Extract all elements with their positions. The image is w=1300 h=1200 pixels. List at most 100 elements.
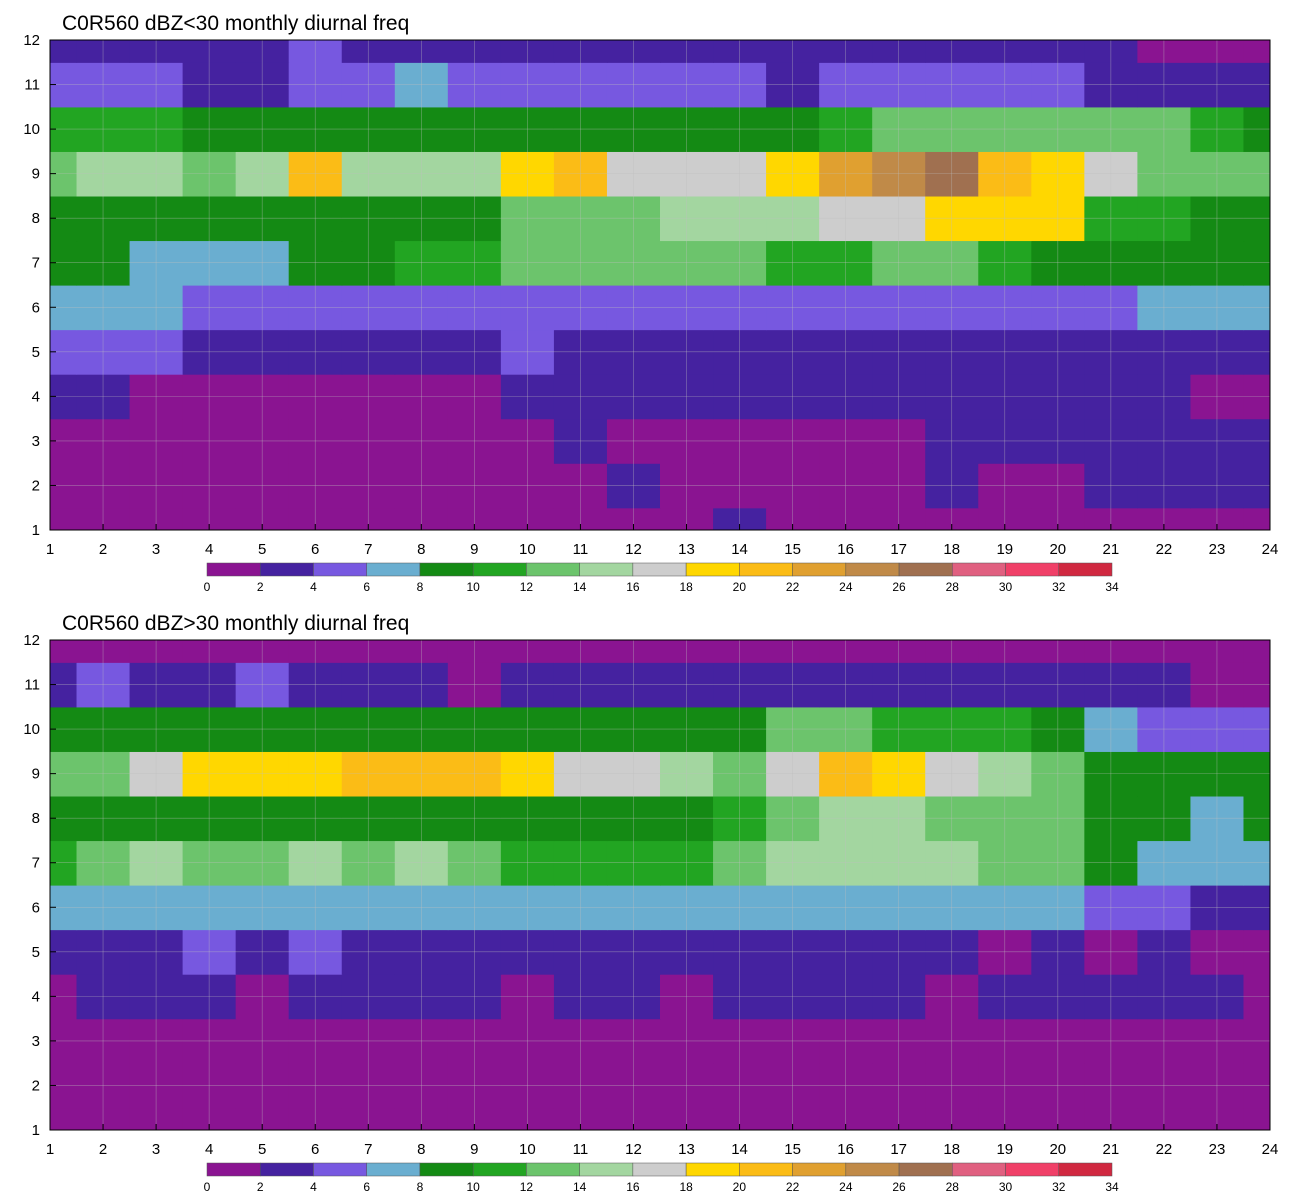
colorbar-swatch (259, 1162, 314, 1177)
heatmap-cell (1137, 240, 1192, 286)
colorbar-label: 20 (733, 580, 747, 594)
colorbar-label: 8 (417, 1180, 424, 1194)
colorbar-label: 28 (946, 1180, 960, 1194)
colorbar-swatch (526, 1162, 580, 1177)
x-tick-label: 4 (205, 1141, 213, 1158)
heatmap-cell (341, 40, 396, 63)
y-tick-label: 3 (32, 433, 40, 450)
x-tick-label: 6 (311, 541, 319, 558)
heatmap-cell (1137, 1107, 1192, 1130)
x-tick-label: 19 (996, 541, 1013, 558)
x-tick-label: 3 (152, 541, 160, 558)
y-tick-label: 12 (23, 632, 40, 649)
heatmap-cell (1190, 240, 1245, 286)
heatmap-cell (288, 507, 343, 530)
y-tick-label: 5 (32, 344, 40, 361)
heatmap-cell (925, 40, 979, 63)
x-tick-label: 14 (731, 541, 748, 558)
x-tick-label: 22 (1156, 1141, 1173, 1158)
heatmap-svg: 1 2 3 4 5 6 7 8 9 10 11 12 13 14 15 16 17 18 19 20 21 22 23 241… (23, 632, 1278, 1194)
heatmap-cell (1190, 885, 1245, 931)
colorbar-swatch (685, 1162, 740, 1177)
colorbar-swatch (792, 562, 847, 577)
x-tick-label: 22 (1156, 541, 1173, 558)
colorbar-label: 14 (573, 1180, 587, 1194)
colorbar-swatch (952, 562, 1006, 577)
x-tick-label: 16 (837, 541, 854, 558)
colorbar-label: 24 (839, 580, 853, 594)
heatmap-cell (1243, 62, 1270, 108)
y-tick-label: 6 (32, 899, 40, 916)
heatmap-cell (341, 751, 396, 797)
colorbar-swatch (366, 1162, 421, 1177)
x-tick-label: 21 (1103, 1141, 1120, 1158)
colorbar-label: 32 (1052, 1180, 1066, 1194)
colorbar-swatch (1058, 562, 1113, 577)
heatmap-cell (1190, 62, 1245, 108)
heatmap-cell (660, 640, 714, 663)
colorbar-label: 12 (520, 580, 534, 594)
y-tick-label: 7 (32, 855, 40, 872)
colorbar-swatch (632, 1162, 687, 1177)
x-tick-label: 11 (573, 1141, 589, 1158)
colorbar-label: 4 (310, 580, 317, 594)
heatmap-cell (1190, 507, 1245, 530)
chart-title: C0R560 dBZ<30 monthly diurnal freq (62, 12, 410, 35)
y-tick-label: 4 (32, 388, 40, 405)
x-tick-label: 5 (258, 1141, 266, 1158)
heatmap-cell (660, 507, 714, 530)
x-tick-label: 2 (99, 541, 107, 558)
heatmap-cell (50, 1107, 78, 1130)
heatmap-cell (341, 1063, 396, 1109)
colorbar-label: 16 (626, 580, 640, 594)
y-tick-label: 1 (32, 522, 40, 539)
colorbar-swatch (1058, 1162, 1113, 1177)
heatmap-cell (606, 62, 661, 108)
x-tick-label: 15 (784, 541, 801, 558)
x-tick-label: 13 (678, 1141, 695, 1158)
colorbar-swatch (1005, 562, 1060, 577)
y-tick-label: 10 (23, 121, 40, 138)
x-tick-label: 14 (731, 1141, 748, 1158)
colorbar-swatch (472, 1162, 527, 1177)
colorbar-label: 14 (573, 580, 587, 594)
x-tick-label: 17 (890, 1141, 907, 1158)
y-tick-label: 7 (32, 255, 40, 272)
heatmap-cell (394, 1063, 449, 1109)
heatmap-cell (1243, 1107, 1270, 1130)
colorbar-swatch (472, 562, 527, 577)
colorbar-label: 6 (363, 1180, 370, 1194)
x-tick-label: 16 (837, 1141, 854, 1158)
heatmap-cell (288, 640, 343, 663)
colorbar-label: 0 (204, 1180, 211, 1194)
x-tick-label: 17 (890, 541, 907, 558)
y-tick-label: 3 (32, 1033, 40, 1050)
heatmap-cell (394, 640, 449, 663)
x-tick-label: 18 (943, 1141, 960, 1158)
colorbar-label: 18 (679, 1180, 693, 1194)
colorbar-swatch (579, 562, 634, 577)
x-tick-label: 10 (519, 1141, 536, 1158)
heatmap-cell (925, 1063, 979, 1109)
plot-frame (49, 639, 1271, 1131)
y-tick-label: 2 (32, 1077, 40, 1094)
x-tick-label: 12 (625, 1141, 642, 1158)
heatmap-cell (606, 1107, 661, 1130)
heatmap-cell (341, 640, 396, 663)
heatmap-cell (394, 662, 449, 708)
y-tick-label: 11 (24, 677, 40, 694)
colorbar-label: 12 (520, 1180, 534, 1194)
x-tick-label: 24 (1262, 541, 1279, 558)
heatmap-cell (341, 62, 396, 108)
y-tick-label: 11 (24, 77, 40, 94)
colorbar-label: 32 (1052, 580, 1066, 594)
x-tick-label: 10 (519, 541, 536, 558)
colorbar-swatch (898, 562, 953, 577)
x-tick-label: 9 (470, 1141, 478, 1158)
heatmap-cell (394, 240, 449, 286)
colorbar-label: 28 (946, 580, 960, 594)
x-tick-label: 18 (943, 541, 960, 558)
heatmap-cell (50, 640, 78, 663)
colorbar-swatch (313, 562, 367, 577)
y-tick-label: 9 (32, 766, 40, 783)
